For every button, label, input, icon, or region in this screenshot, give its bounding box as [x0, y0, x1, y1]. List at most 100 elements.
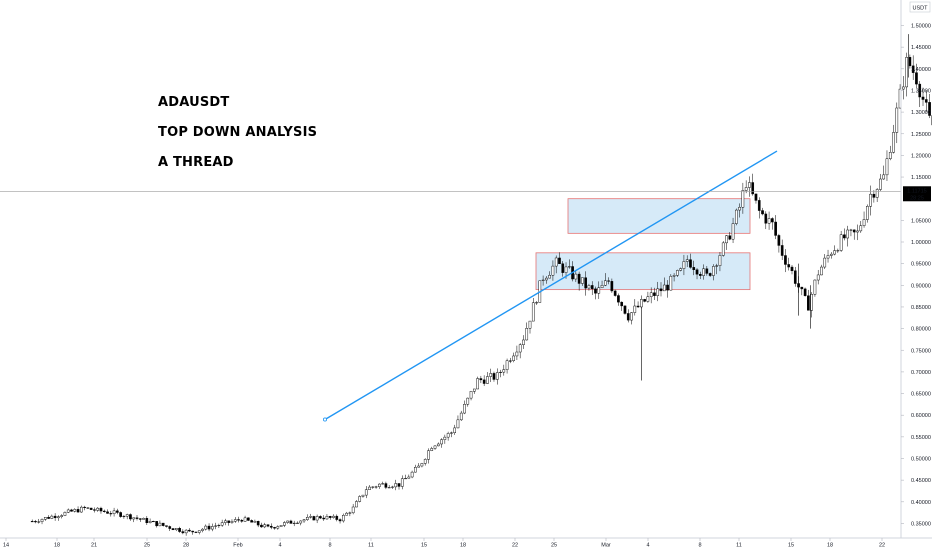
candle-down: [594, 288, 597, 294]
candle-up: [630, 312, 633, 321]
trendline-group[interactable]: [322, 150, 778, 422]
time-axis[interactable]: 14 18 21 25 28 Feb 4 8 11 15 18 22 25 Mar 4 8 11 15 18 22: [0, 537, 932, 549]
candle-up: [721, 242, 725, 256]
candle-down: [807, 295, 810, 311]
x-tick-label: 28: [183, 543, 189, 549]
y-tick-label: 1.15000: [911, 175, 931, 181]
candle-down: [181, 531, 185, 534]
candle-down: [397, 483, 401, 487]
x-tick-label: 18: [460, 543, 466, 549]
candle-down: [617, 295, 620, 303]
candle-up: [813, 279, 817, 295]
candle-up: [217, 524, 221, 527]
candle-up: [833, 250, 836, 255]
candle-down: [89, 507, 93, 510]
candle-up: [355, 501, 358, 508]
candle-down: [751, 182, 755, 195]
candle-down: [247, 517, 250, 521]
candle-up: [662, 284, 666, 292]
candle-up: [502, 369, 506, 373]
candle-down: [915, 72, 918, 85]
y-tick-label: 0.95000: [911, 262, 931, 268]
candle-up: [515, 351, 519, 357]
candle-up: [587, 285, 591, 289]
candle-up: [443, 436, 447, 440]
candle-up: [531, 302, 535, 322]
y-tick-label: 0.90000: [911, 283, 931, 289]
candle-down: [777, 235, 781, 246]
candle-up: [859, 225, 863, 232]
candle-up: [420, 463, 424, 467]
candle-up: [305, 517, 309, 520]
candle-up: [820, 266, 823, 276]
candle-up: [400, 478, 404, 487]
candle-down: [269, 525, 273, 528]
candle-up: [512, 355, 515, 361]
y-tick-label: 1.40000: [911, 67, 931, 73]
candle-up: [574, 273, 578, 280]
candle-up: [204, 525, 208, 530]
candle-up: [862, 219, 866, 226]
candle-up: [839, 234, 843, 251]
candle-down: [76, 509, 80, 513]
candle-up: [567, 266, 571, 268]
demand-zones[interactable]: [535, 198, 751, 291]
candle-down: [610, 281, 614, 292]
candle-up: [253, 520, 257, 523]
candle-up: [197, 530, 201, 533]
candle-down: [872, 193, 876, 198]
price-tag-countdown: 28:25: [910, 195, 924, 201]
candle-down: [754, 193, 758, 201]
candle-up: [276, 526, 280, 529]
y-tick-label: 0.80000: [911, 327, 931, 333]
candle-down: [47, 517, 50, 519]
y-tick-label: 1.30000: [911, 110, 931, 116]
candle-down: [698, 273, 702, 276]
candle-up: [548, 275, 551, 279]
candle-up: [518, 344, 522, 353]
x-tick-label: 4: [646, 543, 649, 549]
x-tick-label: 25: [551, 543, 557, 549]
x-tick-label: Feb: [233, 543, 242, 549]
y-tick-label: 1.35000: [911, 88, 931, 94]
y-tick-label: 1.20000: [911, 153, 931, 159]
candle-up: [440, 439, 443, 445]
candle-up: [220, 522, 224, 526]
candle-up: [368, 486, 371, 490]
candle-down: [335, 515, 339, 520]
candle-down: [613, 290, 617, 296]
candle-down: [135, 517, 139, 519]
candle-up: [132, 517, 136, 520]
candle-up: [433, 445, 437, 449]
candle-down: [102, 510, 106, 513]
candle-up: [476, 378, 479, 390]
candle-down: [924, 99, 928, 103]
candle-down: [34, 521, 37, 523]
candle-up: [676, 270, 679, 276]
candle-up: [905, 57, 908, 88]
price-axis[interactable]: USDT 1.50000 1.45000 1.40000 1.35000 1.30000 1…: [900, 0, 931, 538]
x-tick-label: 25: [144, 543, 150, 549]
candle-up: [96, 507, 100, 511]
candle-up: [309, 516, 312, 518]
candle-down: [384, 483, 388, 488]
currency-box: [909, 1, 931, 13]
candle-up: [646, 296, 650, 302]
candle-up: [332, 515, 335, 518]
candle-down: [482, 379, 486, 384]
candle-down: [188, 529, 191, 532]
candle-up: [715, 265, 719, 267]
x-tick-label: 22: [879, 543, 885, 549]
trendline: [324, 150, 778, 421]
candle-up: [381, 483, 384, 485]
lower-demand-zone: [535, 252, 751, 291]
candle-up: [856, 230, 859, 233]
candle-up: [767, 218, 771, 224]
candle-up: [846, 229, 850, 239]
candle-down: [771, 218, 774, 223]
candle-down: [227, 520, 231, 523]
candle-down: [577, 273, 581, 284]
trendline-handle-start: [322, 417, 327, 422]
